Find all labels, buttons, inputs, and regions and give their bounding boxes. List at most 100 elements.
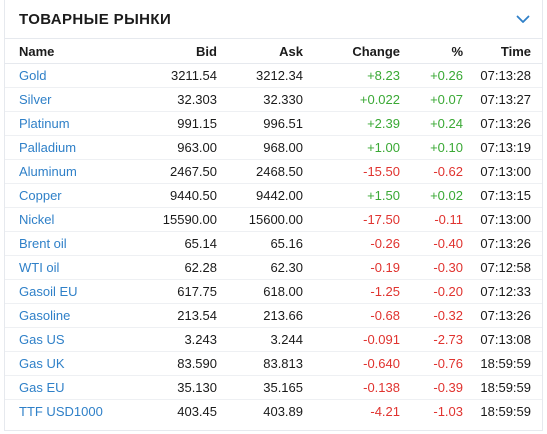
table-row[interactable]: Gasoline 213.54 213.66 -0.68 -0.32 07:13:26 [5,303,542,328]
table-row[interactable]: Gas US 3.243 3.244 -0.091 -2.73 07:13:08 [5,327,542,352]
time-value: 07:13:00 [463,159,542,184]
ask-value: 213.66 [217,303,303,328]
bid-value: 15590.00 [121,207,217,232]
ask-value: 996.51 [217,111,303,136]
bid-value: 3.243 [121,327,217,352]
instrument-name[interactable]: Gas UK [5,351,121,376]
instrument-name[interactable]: Nickel [5,207,121,232]
time-value: 07:12:33 [463,279,542,304]
widget-title: ТОВАРНЫЕ РЫНКИ [19,10,172,28]
change-value: -0.138 [303,375,400,400]
instrument-name[interactable]: Brent oil [5,231,121,256]
time-value: 07:13:27 [463,87,542,112]
ask-value: 35.165 [217,375,303,400]
ask-value: 3.244 [217,327,303,352]
percent-change-value: -0.76 [400,351,463,376]
ask-value: 9442.00 [217,183,303,208]
table-row[interactable]: Nickel 15590.00 15600.00 -17.50 -0.11 07:13:0… [5,207,542,232]
ask-value: 618.00 [217,279,303,304]
percent-change-value: +0.10 [400,135,463,160]
percent-change-value: +0.02 [400,183,463,208]
table-row[interactable]: WTI oil 62.28 62.30 -0.19 -0.30 07:12:58 [5,255,542,280]
instrument-name[interactable]: Gas US [5,327,121,352]
bid-value: 213.54 [121,303,217,328]
table-row[interactable]: Gasoil EU 617.75 618.00 -1.25 -0.20 07:12:33 [5,279,542,304]
table-row[interactable]: Aluminum 2467.50 2468.50 -15.50 -0.62 07:13:0… [5,159,542,184]
change-value: -0.640 [303,351,400,376]
ask-value: 403.89 [263,404,303,419]
percent-change-value: +0.26 [400,63,463,88]
bid-value: 617.75 [121,279,217,304]
column-header-change[interactable]: Change [303,39,400,64]
quotes-table: Name Bid Ask Change % Time Gold 3211.54 32… [5,39,542,423]
bid-value: 963.00 [121,135,217,160]
ask-value: 968.00 [217,135,303,160]
ask-value: 3212.34 [217,63,303,88]
bid-value: 32.303 [121,87,217,112]
percent-change-value: -0.20 [400,279,463,304]
instrument-name[interactable]: Gold [5,63,121,88]
table-row[interactable]: Gas EU 35.130 35.165 -0.138 -0.39 18:59:59 [5,375,542,400]
column-header-ask[interactable]: Ask [217,39,303,64]
column-header-bid[interactable]: Bid [121,39,217,64]
time-value: 07:13:08 [463,327,542,352]
widget-header: ТОВАРНЫЕ РЫНКИ [5,0,542,39]
table-header-row: Name Bid Ask Change % Time [5,39,542,64]
commodities-widget: ТОВАРНЫЕ РЫНКИ Name Bid Ask Change % Tim… [4,0,543,431]
change-value: -4.21 [370,404,400,419]
table-row[interactable]: Gold 3211.54 3212.34 +8.23 +0.26 07:13:28 [5,63,542,88]
bid-value: 35.130 [121,375,217,400]
percent-change-value: -2.73 [400,327,463,352]
column-header-percent[interactable]: % [400,39,463,64]
change-value: -1.25 [303,279,400,304]
table-row[interactable]: Copper 9440.50 9442.00 +1.50 +0.02 07:13:15 [5,183,542,208]
bid-value: 2467.50 [121,159,217,184]
instrument-name[interactable]: WTI oil [5,255,121,280]
change-value: -0.68 [303,303,400,328]
change-value: +2.39 [303,111,400,136]
instrument-name[interactable]: TTF USD1000 [19,404,103,419]
table-row[interactable]: TTF USD1000 403.45 403.89 -4.21 -1.03 18:59:5… [5,400,542,424]
instrument-name[interactable]: Platinum [5,111,121,136]
instrument-name[interactable]: Silver [5,87,121,112]
change-value: +1.00 [303,135,400,160]
table-row[interactable]: Silver 32.303 32.330 +0.022 +0.07 07:13:27 [5,87,542,112]
ask-value: 83.813 [217,351,303,376]
column-header-name[interactable]: Name [5,39,121,64]
percent-change-value: -0.30 [400,255,463,280]
chevron-down-icon[interactable] [514,10,532,28]
table-row[interactable]: Palladium 963.00 968.00 +1.00 +0.10 07:13:19 [5,135,542,160]
ask-value: 32.330 [217,87,303,112]
change-value: -15.50 [303,159,400,184]
table-row[interactable]: Brent oil 65.14 65.16 -0.26 -0.40 07:13:26 [5,231,542,256]
bid-value: 403.45 [177,404,217,419]
instrument-name[interactable]: Gas EU [5,375,121,400]
table-row[interactable]: Platinum 991.15 996.51 +2.39 +0.24 07:13:26 [5,111,542,136]
change-value: +0.022 [303,87,400,112]
change-value: -0.091 [303,327,400,352]
change-value: +8.23 [303,63,400,88]
percent-change-value: +0.07 [400,87,463,112]
time-value: 07:13:26 [463,111,542,136]
time-value: 18:59:59 [463,375,542,400]
ask-value: 65.16 [217,231,303,256]
table-row[interactable]: Gas UK 83.590 83.813 -0.640 -0.76 18:59:59 [5,351,542,376]
bid-value: 62.28 [121,255,217,280]
instrument-name[interactable]: Gasoil EU [5,279,121,304]
bid-value: 83.590 [121,351,217,376]
time-value: 18:59:59 [480,404,531,419]
column-header-time[interactable]: Time [463,39,542,64]
change-value: +1.50 [303,183,400,208]
instrument-name[interactable]: Palladium [5,135,121,160]
percent-change-value: -0.11 [400,207,463,232]
percent-change-value: -0.62 [400,159,463,184]
ask-value: 2468.50 [217,159,303,184]
instrument-name[interactable]: Gasoline [5,303,121,328]
percent-change-value: -0.32 [400,303,463,328]
time-value: 07:13:00 [463,207,542,232]
instrument-name[interactable]: Copper [5,183,121,208]
instrument-name[interactable]: Aluminum [5,159,121,184]
bid-value: 65.14 [121,231,217,256]
time-value: 18:59:59 [463,351,542,376]
time-value: 07:13:26 [463,231,542,256]
